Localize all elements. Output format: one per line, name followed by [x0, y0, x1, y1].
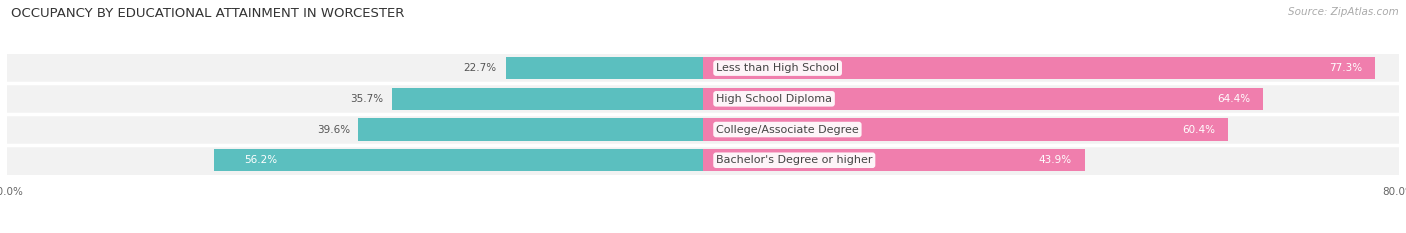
Text: Less than High School: Less than High School	[716, 63, 839, 73]
Text: 60.4%: 60.4%	[1182, 124, 1215, 134]
Text: 56.2%: 56.2%	[245, 155, 277, 165]
Legend: Owner-occupied, Renter-occupied: Owner-occupied, Renter-occupied	[581, 231, 825, 233]
Bar	[392, 88, 703, 110]
Bar	[703, 149, 1085, 171]
Bar	[7, 146, 1399, 175]
Bar	[214, 149, 703, 171]
Text: 35.7%: 35.7%	[350, 94, 384, 104]
Bar	[7, 54, 1399, 82]
Text: Source: ZipAtlas.com: Source: ZipAtlas.com	[1288, 7, 1399, 17]
Bar	[703, 57, 1375, 79]
Bar	[703, 88, 1263, 110]
Text: OCCUPANCY BY EDUCATIONAL ATTAINMENT IN WORCESTER: OCCUPANCY BY EDUCATIONAL ATTAINMENT IN W…	[11, 7, 405, 20]
Bar	[359, 118, 703, 140]
Text: Bachelor's Degree or higher: Bachelor's Degree or higher	[716, 155, 873, 165]
Text: 39.6%: 39.6%	[316, 124, 350, 134]
Text: College/Associate Degree: College/Associate Degree	[716, 124, 859, 134]
Bar	[506, 57, 703, 79]
Text: 77.3%: 77.3%	[1329, 63, 1362, 73]
Bar	[7, 115, 1399, 144]
Text: 43.9%: 43.9%	[1039, 155, 1071, 165]
Bar	[703, 118, 1229, 140]
Bar	[7, 84, 1399, 113]
Text: 22.7%: 22.7%	[464, 63, 496, 73]
Text: High School Diploma: High School Diploma	[716, 94, 832, 104]
Text: 64.4%: 64.4%	[1218, 94, 1250, 104]
